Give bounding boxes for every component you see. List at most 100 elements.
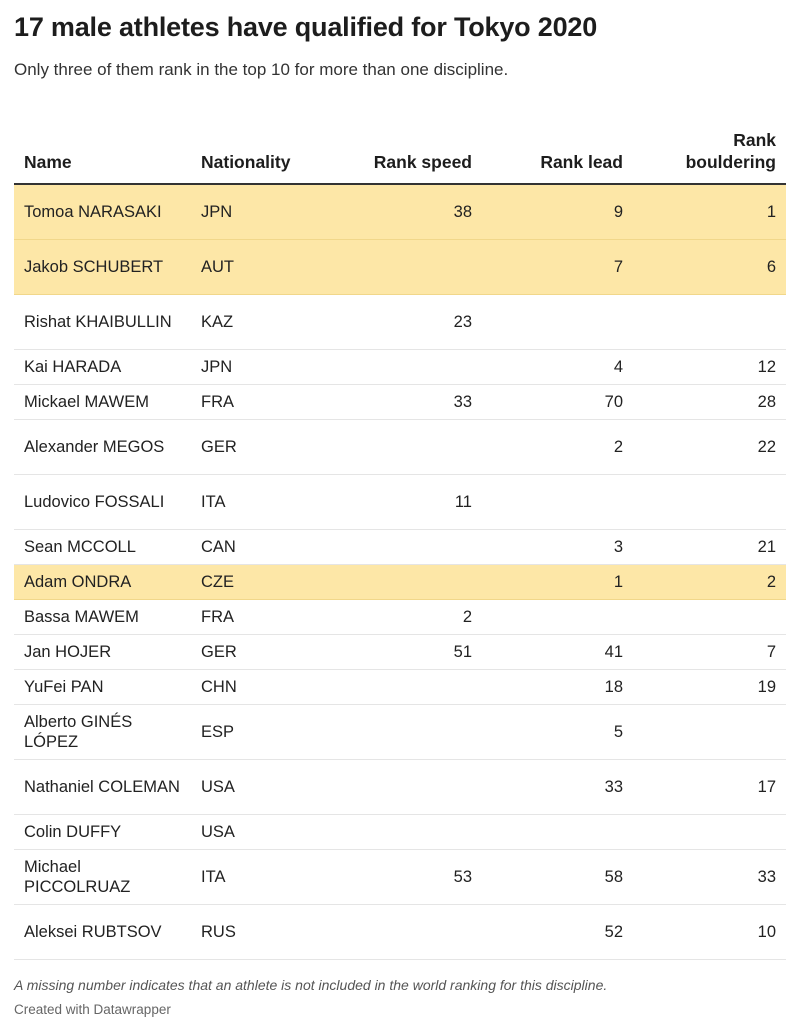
cell-rank-speed: 2 xyxy=(331,599,482,635)
cell-rank-lead xyxy=(482,599,633,635)
column-header-rank-bouldering[interactable]: Rank bouldering xyxy=(633,110,786,185)
cell-name: YuFei PAN xyxy=(14,669,191,705)
cell-rank-lead xyxy=(482,814,633,850)
cell-rank-bouldering xyxy=(633,599,786,635)
cell-rank-lead: 58 xyxy=(482,849,633,905)
cell-nationality: JPN xyxy=(191,184,331,240)
cell-nationality: CHN xyxy=(191,669,331,705)
cell-name: Nathaniel COLEMAN xyxy=(14,759,191,815)
cell-name: Jakob SCHUBERT xyxy=(14,239,191,295)
table-row: YuFei PAN CHN 18 19 xyxy=(14,669,786,705)
cell-name: Adam ONDRA xyxy=(14,564,191,600)
credit-line: Created with Datawrapper xyxy=(14,1002,171,1017)
cell-rank-speed: 33 xyxy=(331,384,482,420)
cell-rank-bouldering: 21 xyxy=(633,529,786,565)
column-header-rank-lead[interactable]: Rank lead xyxy=(482,110,633,185)
cell-rank-speed xyxy=(331,529,482,565)
cell-rank-speed: 11 xyxy=(331,474,482,530)
cell-nationality: ITA xyxy=(191,849,331,905)
footnote: A missing number indicates that an athle… xyxy=(14,977,608,993)
table-row: Alberto GINÉS LÓPEZ ESP 5 xyxy=(14,704,786,760)
cell-nationality: FRA xyxy=(191,384,331,420)
cell-rank-bouldering: 2 xyxy=(633,564,786,600)
cell-rank-lead: 9 xyxy=(482,184,633,240)
cell-rank-speed: 38 xyxy=(331,184,482,240)
cell-rank-lead: 52 xyxy=(482,904,633,960)
cell-rank-speed xyxy=(331,564,482,600)
table-row: Tomoa NARASAKI JPN 38 9 1 xyxy=(14,184,786,240)
chart-title: 17 male athletes have qualified for Toky… xyxy=(14,12,598,42)
cell-nationality: USA xyxy=(191,759,331,815)
cell-nationality: AUT xyxy=(191,239,331,295)
cell-nationality: CAN xyxy=(191,529,331,565)
cell-rank-lead: 2 xyxy=(482,419,633,475)
cell-rank-lead: 18 xyxy=(482,669,633,705)
table-body: Tomoa NARASAKI JPN 38 9 1 Jakob SCHUBERT AUT 7 6… xyxy=(14,184,786,960)
table-row: Sean MCCOLL CAN 3 21 xyxy=(14,529,786,565)
cell-rank-lead xyxy=(482,294,633,350)
cell-rank-lead: 5 xyxy=(482,704,633,760)
column-header-name[interactable]: Name xyxy=(14,110,191,185)
cell-rank-lead: 3 xyxy=(482,529,633,565)
table-row: Aleksei RUBTSOV RUS 52 10 xyxy=(14,904,786,960)
table-row: Michael PICCOLRUAZ ITA 53 58 33 xyxy=(14,849,786,905)
cell-rank-bouldering: 12 xyxy=(633,349,786,385)
cell-nationality: CZE xyxy=(191,564,331,600)
cell-rank-bouldering: 28 xyxy=(633,384,786,420)
cell-name: Kai HARADA xyxy=(14,349,191,385)
table-row: Adam ONDRA CZE 1 2 xyxy=(14,564,786,600)
cell-rank-lead: 1 xyxy=(482,564,633,600)
cell-name: Alberto GINÉS LÓPEZ xyxy=(14,704,191,760)
cell-rank-speed xyxy=(331,904,482,960)
cell-rank-bouldering xyxy=(633,704,786,760)
table-row: Mickael MAWEM FRA 33 70 28 xyxy=(14,384,786,420)
cell-rank-speed xyxy=(331,239,482,295)
cell-nationality: KAZ xyxy=(191,294,331,350)
table-row: Nathaniel COLEMAN USA 33 17 xyxy=(14,759,786,815)
cell-name: Rishat KHAIBULLIN xyxy=(14,294,191,350)
cell-rank-speed: 53 xyxy=(331,849,482,905)
cell-name: Mickael MAWEM xyxy=(14,384,191,420)
cell-name: Michael PICCOLRUAZ xyxy=(14,849,191,905)
cell-name: Aleksei RUBTSOV xyxy=(14,904,191,960)
cell-rank-speed xyxy=(331,349,482,385)
table-row: Jakob SCHUBERT AUT 7 6 xyxy=(14,239,786,295)
table-row: Colin DUFFY USA xyxy=(14,814,786,850)
cell-nationality: RUS xyxy=(191,904,331,960)
cell-nationality: JPN xyxy=(191,349,331,385)
cell-rank-bouldering: 22 xyxy=(633,419,786,475)
cell-rank-bouldering: 33 xyxy=(633,849,786,905)
cell-name: Jan HOJER xyxy=(14,634,191,670)
cell-nationality: FRA xyxy=(191,599,331,635)
column-header-nationality[interactable]: Nationality xyxy=(191,110,331,185)
cell-name: Sean MCCOLL xyxy=(14,529,191,565)
cell-rank-speed xyxy=(331,759,482,815)
cell-rank-lead xyxy=(482,474,633,530)
cell-rank-speed: 23 xyxy=(331,294,482,350)
table-row: Rishat KHAIBULLIN KAZ 23 xyxy=(14,294,786,350)
cell-rank-bouldering xyxy=(633,814,786,850)
column-header-rank-speed[interactable]: Rank speed xyxy=(331,110,482,185)
rankings-table-container: Name Nationality Rank speed Rank lead Ra… xyxy=(14,110,786,960)
cell-nationality: USA xyxy=(191,814,331,850)
cell-rank-bouldering: 19 xyxy=(633,669,786,705)
cell-rank-lead: 41 xyxy=(482,634,633,670)
table-row: Ludovico FOSSALI ITA 11 xyxy=(14,474,786,530)
cell-rank-lead: 7 xyxy=(482,239,633,295)
cell-rank-bouldering: 10 xyxy=(633,904,786,960)
cell-name: Tomoa NARASAKI xyxy=(14,184,191,240)
cell-rank-lead: 70 xyxy=(482,384,633,420)
cell-rank-bouldering: 7 xyxy=(633,634,786,670)
cell-name: Ludovico FOSSALI xyxy=(14,474,191,530)
cell-rank-bouldering: 1 xyxy=(633,184,786,240)
table-row: Jan HOJER GER 51 41 7 xyxy=(14,634,786,670)
rankings-table: Name Nationality Rank speed Rank lead Ra… xyxy=(14,110,786,960)
cell-nationality: GER xyxy=(191,634,331,670)
cell-nationality: ESP xyxy=(191,704,331,760)
table-row: Alexander MEGOS GER 2 22 xyxy=(14,419,786,475)
cell-rank-bouldering xyxy=(633,474,786,530)
cell-name: Alexander MEGOS xyxy=(14,419,191,475)
header-row: Name Nationality Rank speed Rank lead Ra… xyxy=(14,110,786,185)
cell-rank-speed xyxy=(331,419,482,475)
cell-rank-speed: 51 xyxy=(331,634,482,670)
